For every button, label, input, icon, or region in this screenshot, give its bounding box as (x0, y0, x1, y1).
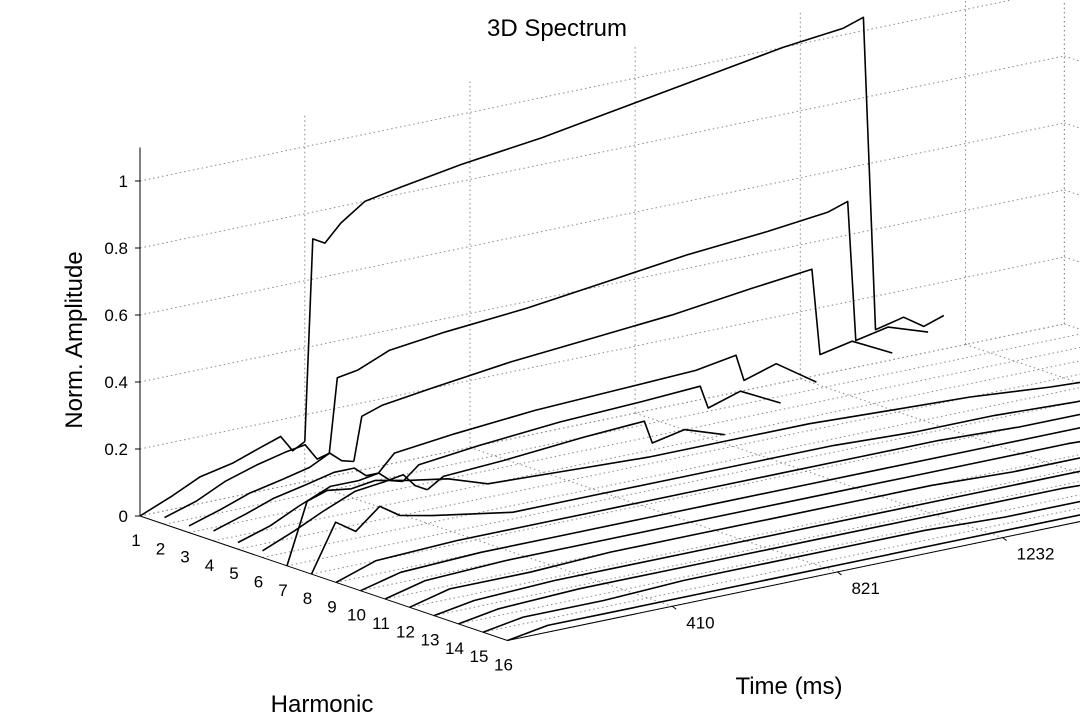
series-line-harmonic-15 (482, 500, 1080, 633)
series-lines (139, 16, 1080, 642)
grid-line-amplitude-side (1064, 122, 1080, 129)
grid-line-amplitude-side (1064, 55, 1080, 62)
harmonic-tick-label: 2 (156, 539, 165, 558)
harmonic-tick-label: 3 (180, 548, 189, 567)
grid-line-amplitude-side (1064, 256, 1080, 263)
series-line-harmonic-6 (426, 420, 725, 491)
y-axis-label: Time (ms) (735, 673, 842, 700)
amplitude-tick-label: 1 (119, 172, 128, 191)
series-line-harmonic-9 (335, 413, 1080, 584)
series-line-harmonic-8 (310, 505, 513, 575)
series-line-harmonic-5 (402, 385, 781, 483)
z-axis-label: Norm. Amplitude (61, 251, 88, 428)
grid-line-time-floor (965, 344, 1080, 384)
series-line-harmonic-16 (507, 514, 1080, 642)
grid-line-harmonic-floor (360, 440, 1080, 592)
grid-line-amplitude-side (1064, 189, 1080, 196)
time-axis-line (507, 521, 1080, 641)
harmonic-tick-label: 12 (396, 622, 415, 641)
grid (139, 0, 1080, 641)
amplitude-tick-label: 0.8 (104, 239, 128, 258)
grid-line-time-floor (800, 378, 1080, 475)
harmonic-tick-label: 6 (254, 573, 263, 592)
series-line-harmonic-8 (512, 400, 1080, 514)
harmonic-tick-label: 15 (470, 647, 489, 666)
time-tick-mark (1002, 537, 1007, 542)
harmonic-tick-label: 5 (229, 564, 238, 583)
amplitude-tick-label: 0 (119, 507, 128, 526)
time-tick-label: 410 (686, 613, 714, 632)
series-line-harmonic-14 (458, 484, 1080, 625)
harmonic-axis-line (139, 515, 508, 641)
series-line-harmonic-7 (487, 381, 1080, 485)
harmonic-tick-label: 14 (445, 639, 464, 658)
series-line-harmonic-4 (213, 467, 379, 532)
series-line-harmonic-2 (328, 200, 929, 454)
grid-line-time-floor (634, 412, 1003, 539)
series-line-harmonic-3 (188, 452, 354, 527)
grid-line-harmonic-floor (482, 507, 1080, 633)
series-line-harmonic-10 (360, 427, 1080, 592)
series-line-harmonic-4 (377, 354, 817, 474)
time-tick-mark (837, 571, 842, 576)
x-axis-label: Harmonic (271, 691, 374, 718)
grid-line-time-floor (304, 481, 673, 607)
series-line-harmonic-1 (304, 16, 945, 442)
amplitude-tick-label: 0.6 (104, 306, 128, 325)
harmonic-tick-label: 13 (421, 631, 440, 650)
amplitude-tick-label: 0.2 (104, 440, 128, 459)
harmonic-tick-label: 16 (494, 656, 513, 675)
axes (135, 147, 1080, 641)
series-line-harmonic-13 (433, 470, 1080, 617)
harmonic-tick-label: 1 (131, 531, 140, 550)
grid-line-harmonic-floor (164, 333, 1080, 525)
amplitude-tick-label: 0.4 (104, 373, 128, 392)
time-tick-mark (671, 605, 677, 610)
series-line-harmonic-2 (164, 443, 330, 519)
series-line-harmonic-12 (409, 457, 1080, 609)
grid-line-harmonic-floor (237, 373, 1080, 550)
chart-title: 3D Spectrum (487, 15, 627, 42)
harmonic-tick-label: 7 (278, 581, 287, 600)
grid-line-amplitude-side (1064, 0, 1080, 113)
grid-line-time-floor (469, 446, 838, 573)
time-tick-label: 1232 (1017, 545, 1055, 564)
series-line-harmonic-3 (353, 268, 893, 462)
series-line-harmonic-11 (384, 440, 1080, 600)
harmonic-tick-label: 9 (327, 597, 336, 616)
harmonic-tick-label: 8 (303, 589, 312, 608)
harmonic-tick-label: 11 (372, 614, 390, 633)
series-line-harmonic-1 (139, 435, 306, 517)
time-tick-label: 821 (851, 579, 879, 598)
harmonic-tick-label: 10 (347, 606, 366, 625)
grid-line-harmonic-floor (335, 427, 1080, 583)
harmonic-tick-label: 4 (205, 556, 214, 575)
tick-labels: 00.20.40.60.811 2 3 4 5 6 7 8 9 10 11 12 13 14 15 16410… (104, 172, 1055, 675)
